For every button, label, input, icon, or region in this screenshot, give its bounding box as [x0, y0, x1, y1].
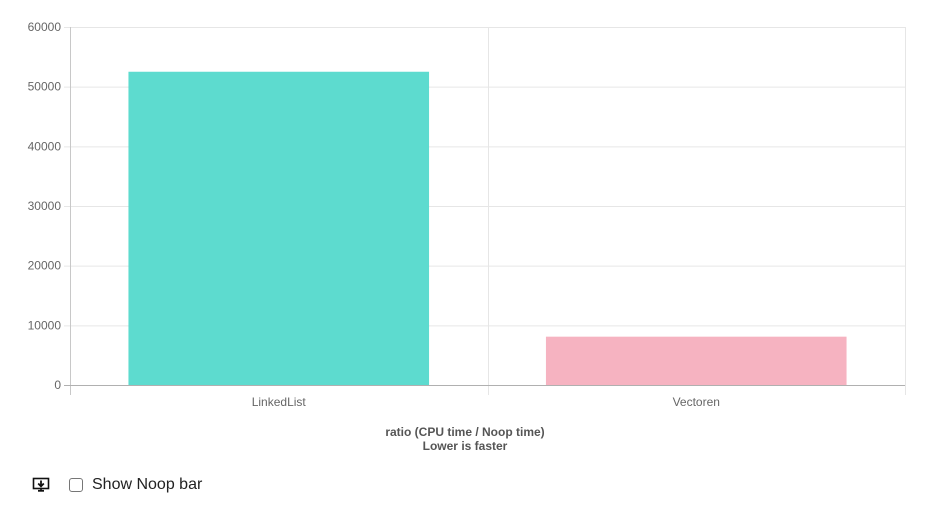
y-tick-labels: 0 10000 20000 30000 40000 50000 60000 [28, 20, 62, 392]
axes [64, 27, 905, 395]
bar-chart: 0 10000 20000 30000 40000 50000 60000 LinkedLi… [28, 20, 906, 453]
show-noop-toggle[interactable]: Show Noop bar [69, 476, 202, 494]
x-tick-label: Vectoren [673, 395, 720, 409]
show-noop-label: Show Noop bar [92, 476, 203, 493]
bar-vectoren[interactable] [545, 336, 847, 385]
download-icon-glyph [32, 477, 50, 492]
show-noop-checkbox[interactable] [69, 478, 83, 492]
chart-controls: Show Noop bar [30, 472, 202, 498]
bars [128, 71, 847, 385]
y-tick-label: 10000 [28, 318, 62, 332]
x-tick-labels: LinkedList Vectoren [252, 395, 720, 409]
x-axis-title-line-2: Lower is faster [423, 439, 508, 453]
bar-linkedlist[interactable] [128, 71, 430, 385]
x-tick-label: LinkedList [252, 395, 307, 409]
download-icon[interactable] [30, 474, 52, 496]
y-tick-label: 50000 [28, 80, 62, 94]
y-tick-label: 60000 [28, 20, 62, 34]
y-tick-label: 30000 [28, 199, 62, 213]
y-tick-label: 40000 [28, 139, 62, 153]
y-tick-label: 20000 [28, 259, 62, 273]
y-tick-label: 0 [54, 378, 61, 392]
x-axis-title-line-1: ratio (CPU time / Noop time) [385, 425, 544, 439]
